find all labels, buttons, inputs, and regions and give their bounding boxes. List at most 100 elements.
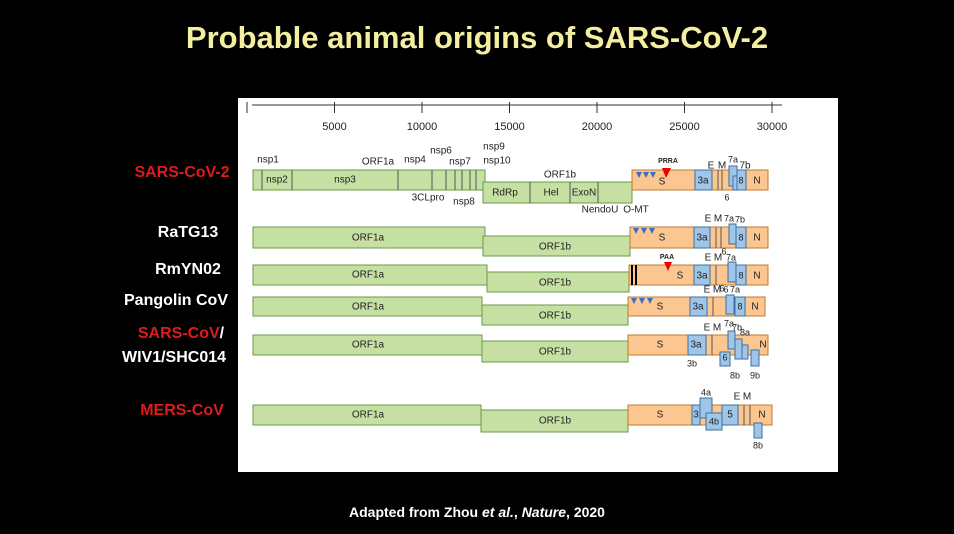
feature-label: N (753, 233, 760, 244)
feature-label: O-MT (623, 205, 649, 216)
feature-label: 3a (692, 302, 704, 313)
feature-label: nsp4 (404, 155, 426, 166)
feature-label: 8 (738, 232, 743, 242)
feature-label: 7a (728, 154, 738, 164)
feature-label: 6 (721, 246, 726, 256)
feature-label: 7a (724, 213, 734, 223)
genome-shapes (252, 165, 773, 439)
feature-label: 6 (723, 284, 728, 294)
feature-label: nsp6 (430, 146, 452, 157)
feature-label: 7a (726, 252, 736, 262)
genome-name: SARS-CoV/ (138, 325, 225, 342)
feature-label: M (714, 214, 722, 225)
scale-label: 5000 (322, 121, 346, 133)
caption-text: , (514, 504, 522, 520)
feature-label: 8 (738, 175, 743, 185)
feature-label: Hel (543, 188, 558, 199)
feature-label: 6 (722, 352, 727, 362)
feature-label: ORF1b (544, 170, 577, 181)
similarity: 55% (788, 407, 818, 424)
feature-label: 7b (732, 322, 742, 332)
feature-label: M (743, 392, 751, 403)
feature-label: ORF1a (352, 410, 385, 421)
feature-label: S (657, 302, 664, 313)
feature-label: M (713, 285, 721, 296)
feature-label: 3CLpro (412, 193, 445, 204)
feature-label: 3a (690, 340, 702, 351)
feature-label: E (704, 323, 711, 334)
feature-label: 3a (696, 271, 708, 282)
caption-text: Nature (522, 504, 567, 520)
feature-label: S (677, 271, 684, 282)
feature-label: M (713, 323, 721, 334)
feature-label: 7b (739, 161, 751, 172)
feature-label: ORF1b (539, 311, 572, 322)
feature-label: N (753, 176, 760, 187)
feature-label: 6 (719, 283, 724, 293)
scale-label: 20000 (582, 121, 613, 133)
feature-label: nsp10 (483, 156, 511, 167)
feature-label: PRRA (658, 158, 678, 165)
feature-label: 7b (735, 214, 745, 224)
feature-label: 3b (687, 358, 697, 368)
feature-label: 8a (740, 327, 750, 337)
caption: Adapted from Zhou et al., Nature, 2020 (349, 504, 605, 520)
scale-label: 10000 (407, 121, 438, 133)
feature-label: 8b (730, 370, 740, 380)
genome-name: Pangolin CoV (124, 292, 228, 309)
feature-label: ORF1b (539, 416, 572, 427)
genome-name: RmYN02 (155, 261, 221, 278)
caption-text: , 2020 (566, 504, 605, 520)
feature-label: ExoN (572, 188, 596, 199)
feature-label: N (758, 410, 765, 421)
feature-label: 8 (738, 270, 743, 280)
feature-label: E (705, 214, 712, 225)
feature-label: nsp9 (483, 142, 505, 153)
feature-label: nsp3 (334, 175, 356, 186)
feature-label: RdRp (492, 188, 518, 199)
feature-label: 3 (693, 410, 699, 421)
feature-label: ORF1a (352, 302, 385, 313)
feature-label: ORF1b (539, 347, 572, 358)
feature-label: N (751, 302, 758, 313)
feature-label: 3a (696, 233, 708, 244)
feature-label: S (659, 233, 666, 244)
feature-label: E (734, 392, 741, 403)
feature-label: M (714, 253, 722, 264)
feature-label: NendoU (582, 205, 619, 216)
similarity: 93% (788, 264, 818, 281)
feature-label: E (708, 161, 715, 172)
feature-label: nsp7 (449, 157, 471, 168)
feature-label: E (705, 253, 712, 264)
feature-label: S (657, 410, 664, 421)
genome-name: WIV1/SHC014 (122, 349, 226, 366)
feature-label: nsp8 (453, 197, 475, 208)
scale-label: 30000 (757, 121, 788, 133)
genome-name-part: / (220, 325, 225, 342)
scale-label: 15000 (494, 121, 525, 133)
feature-label: 4a (701, 387, 711, 397)
feature-label: E (704, 285, 711, 296)
scale-label: 25000 (669, 121, 700, 133)
feature-label: nsp2 (266, 175, 288, 186)
feature-label: 8 (737, 301, 742, 311)
genome-name: MERS-CoV (140, 402, 224, 419)
feature-label: S (657, 340, 664, 351)
feature-label: ORF1a (352, 340, 385, 351)
feature-label: ORF1b (539, 242, 572, 253)
feature-label: nsp1 (257, 155, 279, 166)
similarity: 96.2% (782, 227, 825, 244)
caption-text: Adapted from Zhou (349, 504, 482, 520)
slide-title: Probable animal origins of SARS-CoV-2 (186, 20, 768, 55)
feature-label: 8b (753, 440, 763, 450)
feature-label: PAA (660, 254, 674, 261)
genome-name-part: SARS-CoV (138, 325, 220, 342)
feature-label: N (759, 340, 766, 351)
feature-label: N (753, 271, 760, 282)
feature-label: 5 (727, 410, 733, 421)
genome-name: SARS-CoV-2 (134, 164, 229, 181)
feature-label: ORF1a (352, 233, 385, 244)
feature-label: 3a (697, 176, 709, 187)
feature-label: ORF1a (352, 270, 385, 281)
